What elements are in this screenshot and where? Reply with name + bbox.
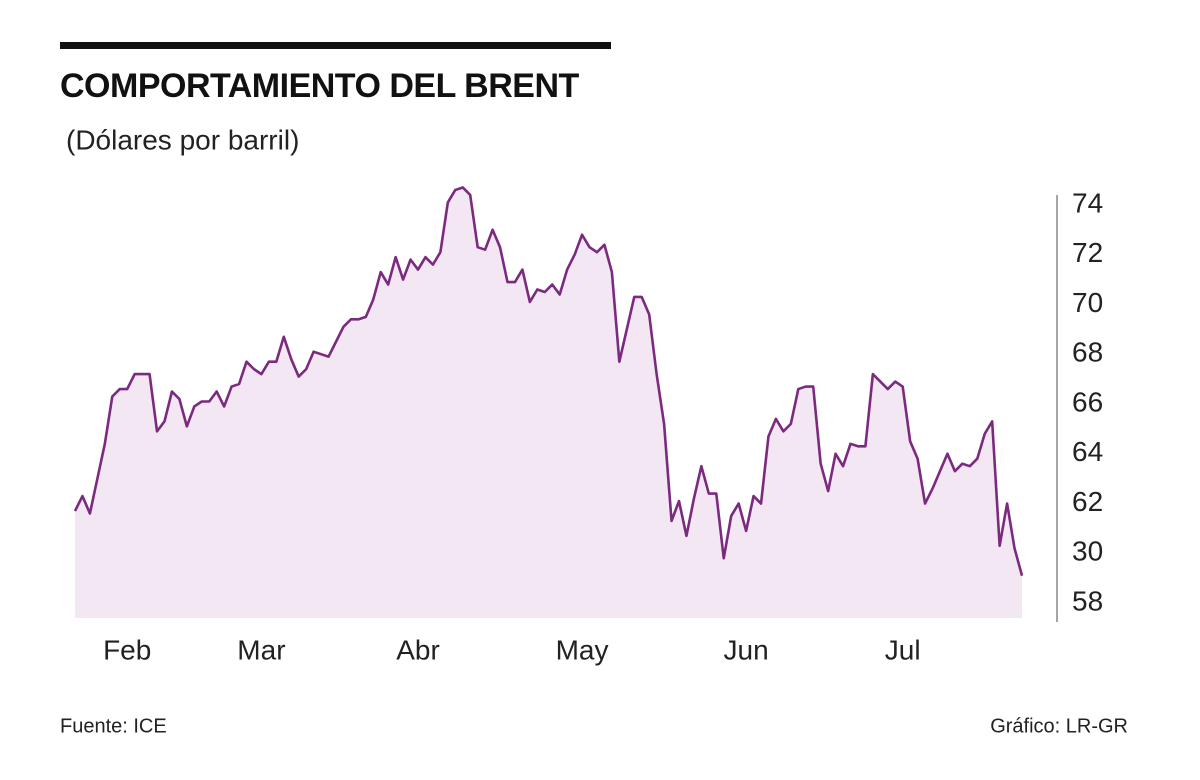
x-tick-label: Jul [885,634,921,665]
x-tick-label: May [556,634,609,665]
y-tick-label: 30 [1072,536,1103,567]
x-tick-label: Jun [724,634,769,665]
price-line [73,186,1024,577]
area-fill [75,187,1022,618]
y-tick-label: 68 [1072,337,1103,368]
y-tick-label: 66 [1072,386,1103,417]
chart-title: COMPORTAMIENTO DEL BRENT [60,67,580,105]
x-tick-label: Feb [103,634,151,665]
y-tick-label: 74 [1072,187,1103,218]
y-tick-label: 72 [1072,237,1103,268]
y-tick-label: 64 [1072,436,1103,467]
x-tick-label: Abr [396,634,440,665]
y-tick-label: 70 [1072,287,1103,318]
source: Fuente: ICE [60,715,167,737]
y-tick-label: 62 [1072,486,1103,517]
title-rule [60,42,611,49]
y-tick-label: 58 [1072,585,1103,616]
x-tick-label: Mar [237,634,285,665]
credit: Gráfico: LR-GR [990,715,1128,737]
chart-subtitle: (Dólares por barril) [66,124,299,155]
